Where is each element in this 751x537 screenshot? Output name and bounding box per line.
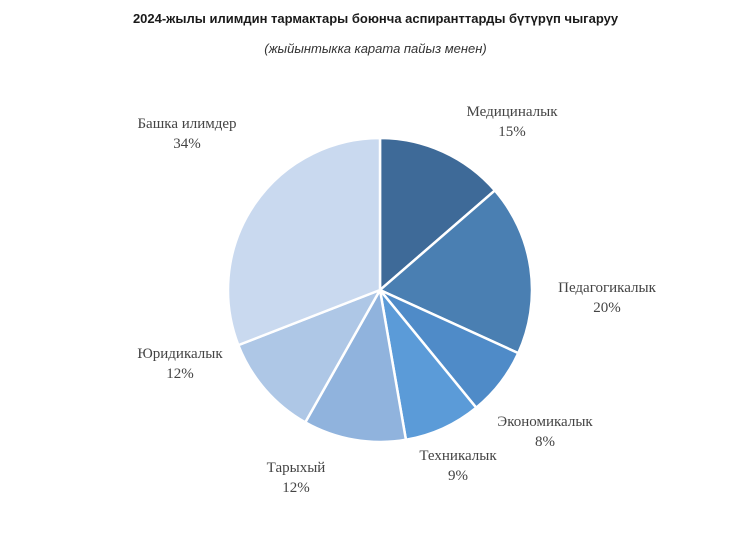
pie-labels: Медициналык 15% Педагогикалык 20% Экономикал… [137,104,656,496]
chart-subtitle: (жыйынтыкка карата пайыз менен) [264,41,487,56]
slice-label-3: Экономикалык [497,414,593,430]
pie-slice-5 [304,288,408,444]
slice-label-1: Медициналык [467,104,559,120]
pie-slice-1 [378,136,497,292]
slice-label-2: Педагогикалык [558,280,656,296]
chart-title: 2024-жылы илимдин тармактары боюнча аспи… [132,11,619,26]
pie-slice-6 [237,288,382,424]
slice-value-1: 15% [498,124,526,140]
pie-slice-2 [378,189,534,355]
slice-value-7: 34% [173,136,201,152]
slice-label-5: Тарыхый [267,460,326,476]
slice-label-6: Юридикалык [137,346,223,362]
pie-slice-7 [226,136,382,347]
pie-slices [226,136,534,444]
slice-value-5: 12% [282,480,310,496]
slice-value-6: 12% [166,366,194,382]
slice-value-4: 9% [448,468,468,484]
slice-value-2: 20% [593,300,621,316]
slice-label-7: Башка илимдер [137,116,236,132]
slice-value-3: 8% [535,434,555,450]
slice-label-4: Техникалык [419,448,497,464]
